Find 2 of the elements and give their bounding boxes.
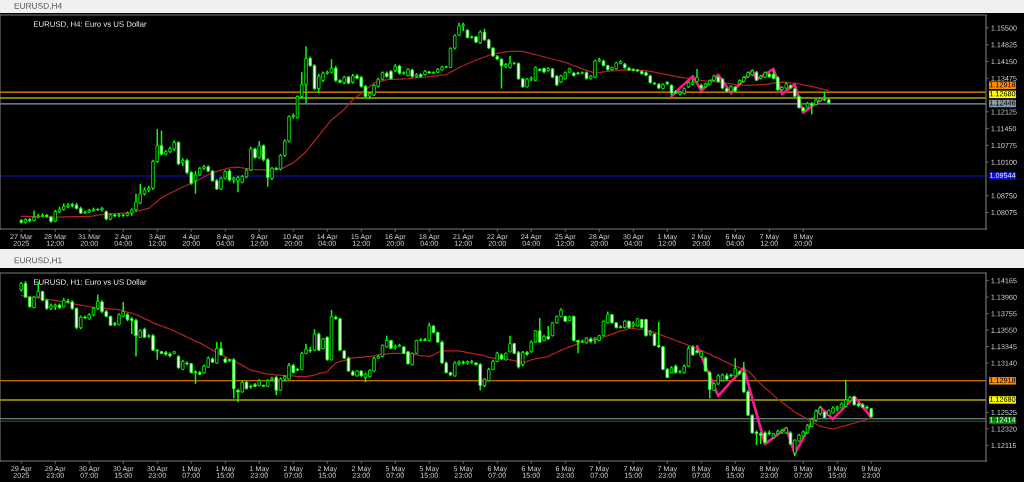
chart-title: EURUSD,H1 <box>14 257 62 265</box>
chart-title: EURUSD,H4 <box>14 2 62 10</box>
